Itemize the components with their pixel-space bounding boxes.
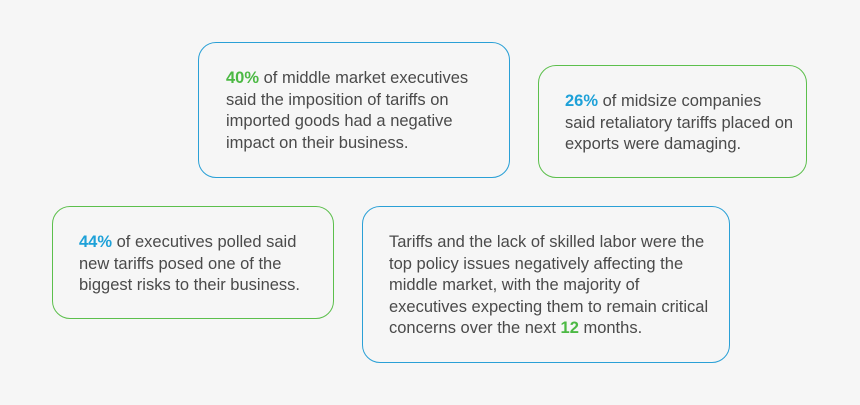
stat-highlight: 40% xyxy=(226,69,260,87)
stat-card-tariff-impact: 40% of middle market executives said the… xyxy=(198,42,510,178)
stat-card-retaliatory-tariffs: 26% of midsize companies said retaliator… xyxy=(538,65,807,178)
stat-text-after: months. xyxy=(578,319,643,337)
stat-card-biggest-risks: 44% of executives polled said new tariff… xyxy=(52,206,334,319)
stat-text: of midsize companies said retaliatory ta… xyxy=(565,92,794,153)
stat-text: of executives polled said new tariffs po… xyxy=(79,233,301,294)
stat-highlight: 12 xyxy=(560,319,579,337)
stat-card-policy-issues: Tariffs and the lack of skilled labor we… xyxy=(362,206,730,363)
stat-highlight: 26% xyxy=(565,92,599,110)
stat-highlight: 44% xyxy=(79,233,113,251)
stat-text-before: Tariffs and the lack of skilled labor we… xyxy=(389,233,709,337)
stat-text: of middle market executives said the imp… xyxy=(226,69,469,152)
